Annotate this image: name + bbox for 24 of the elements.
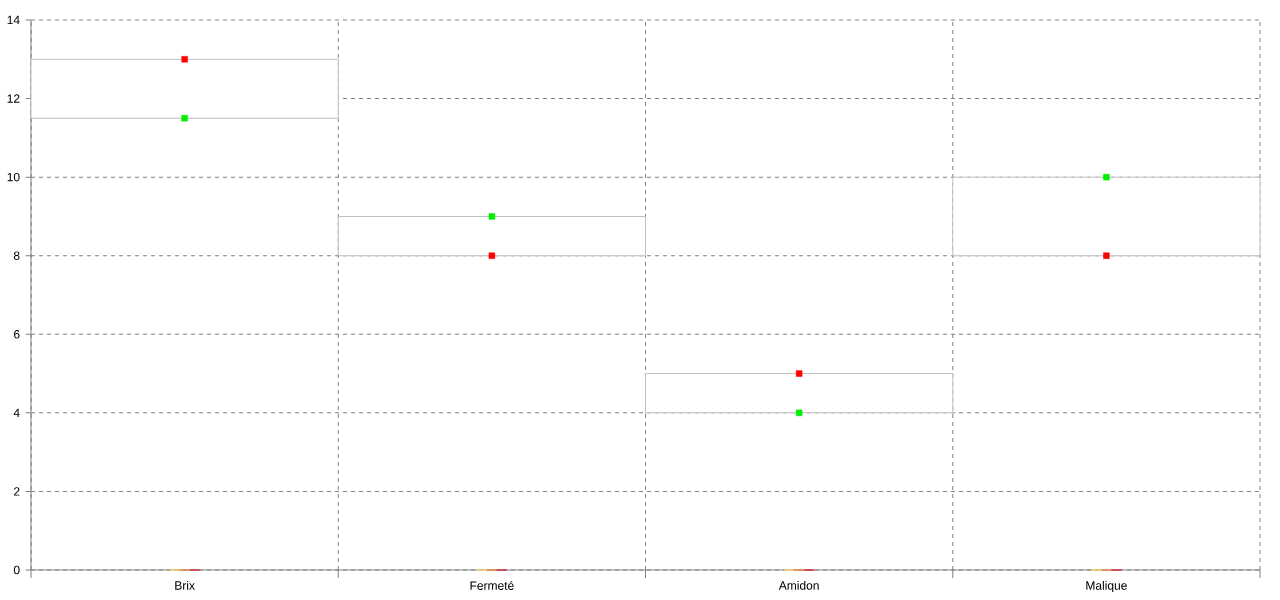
- point: [181, 115, 188, 122]
- y-tick-label: 0: [13, 565, 20, 575]
- y-tick-label: 6: [14, 330, 20, 339]
- x-tick-label: Brix: [175, 580, 195, 590]
- y-tick-label: 14: [7, 15, 20, 25]
- point: [181, 56, 188, 63]
- bar: [645, 373, 954, 414]
- y-tick-label: 12: [7, 94, 20, 103]
- point: [1103, 252, 1110, 259]
- point: [1103, 173, 1110, 181]
- x-tick-label: Fermeté: [470, 580, 514, 590]
- point: [795, 409, 803, 417]
- x-tick-label: Malique: [1086, 580, 1127, 593]
- x-tick-label: Amidon: [778, 580, 819, 590]
- y-tick-label: 4: [13, 408, 20, 417]
- point: [488, 213, 496, 220]
- point: [488, 252, 496, 259]
- bar: [30, 58, 339, 119]
- y-tick-label: 10: [7, 172, 20, 182]
- point: [795, 370, 803, 377]
- bar: [952, 176, 1261, 257]
- y-tick-label: 8: [13, 251, 20, 260]
- bar: [337, 215, 647, 257]
- y-tick-label: 2: [14, 487, 20, 496]
